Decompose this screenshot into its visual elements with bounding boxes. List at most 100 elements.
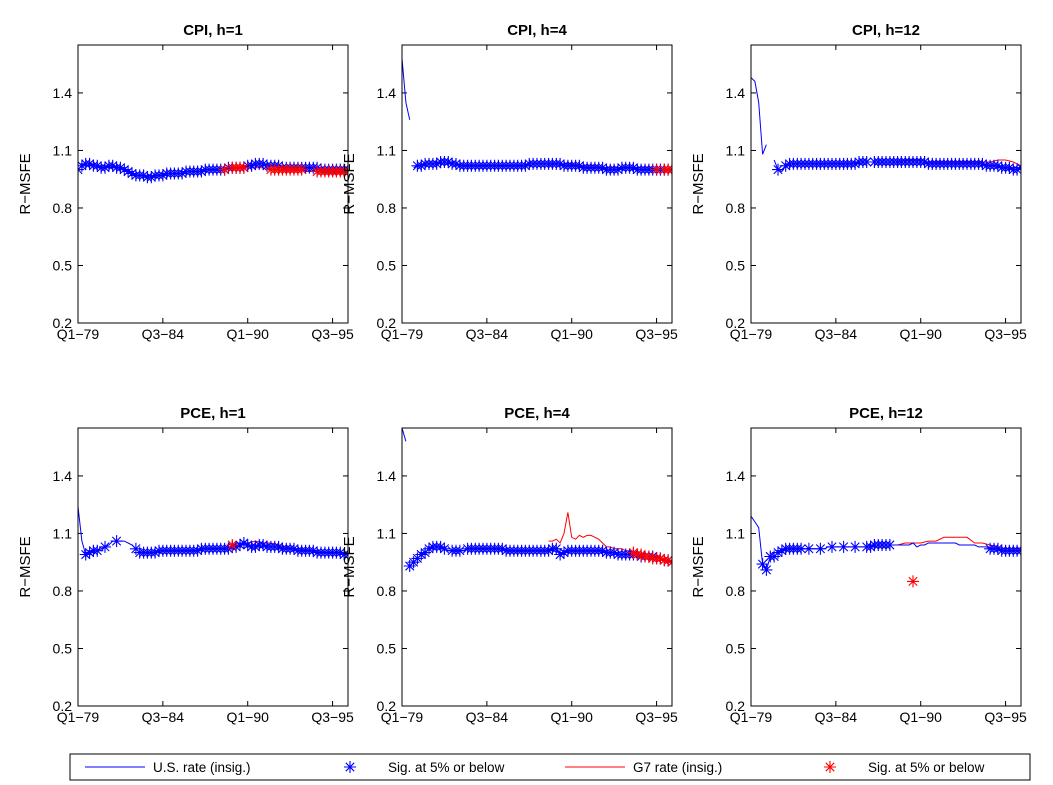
us-sig-marker xyxy=(554,157,567,170)
x-tick-label: Q3−95 xyxy=(635,709,678,725)
axes-frame xyxy=(401,427,673,707)
g7-sig-marker xyxy=(295,163,308,176)
us-sig-marker xyxy=(772,163,784,176)
y-tick-label: 1.1 xyxy=(726,142,746,158)
us-sig-marker xyxy=(775,544,788,557)
us-sig-marker xyxy=(918,156,931,168)
y-tick-label: 0.5 xyxy=(726,640,746,656)
g7-rate-line xyxy=(897,536,1021,550)
us-sig-marker xyxy=(79,548,92,561)
us-sig-marker xyxy=(860,156,873,168)
us-sig-marker xyxy=(496,542,509,555)
y-tick-label: 0.2 xyxy=(53,698,73,714)
y-tick-label: 0.8 xyxy=(53,583,73,599)
us-sig-marker xyxy=(550,542,563,555)
y-axis-label: R−MSFE xyxy=(341,536,358,597)
us-sig-marker xyxy=(434,540,447,553)
us-sig-marker xyxy=(334,546,347,559)
us-sig-marker xyxy=(241,539,254,551)
g7-sig-marker xyxy=(635,548,648,561)
us-sig-marker xyxy=(137,169,150,182)
y-axis-label: R−MSFE xyxy=(17,153,34,214)
panel-1: CPI, h=1 R−MSFE 0.2 0.5 0.8 1.1 1.4 Q1−79 Q3−84 Q… xyxy=(17,22,354,342)
x-tick-label: Q1−79 xyxy=(730,326,773,342)
us-sig-marker xyxy=(78,159,88,172)
us-sig-marker xyxy=(849,157,862,170)
g7-sig-marker xyxy=(226,539,239,551)
x-tick-label: Q1−90 xyxy=(226,709,269,725)
us-sig-marker xyxy=(149,546,162,559)
us-sig-marker xyxy=(453,544,466,557)
g7-sig-marker xyxy=(237,161,250,174)
plot-area xyxy=(751,77,1021,176)
axes-frame xyxy=(77,44,349,324)
us-sig-marker xyxy=(83,546,96,559)
us-sig-marker xyxy=(450,157,462,170)
us-sig-marker xyxy=(772,546,784,559)
y-axis-label: R−MSFE xyxy=(341,153,358,214)
y-tick-label: 1.1 xyxy=(377,525,397,541)
us-sig-marker xyxy=(558,546,570,559)
us-sig-marker xyxy=(234,539,246,551)
us-sig-marker xyxy=(176,167,189,180)
g7-sig-marker xyxy=(650,163,663,176)
panel-title: CPI, h=4 xyxy=(507,22,567,39)
x-tick-label: Q1−79 xyxy=(381,709,424,725)
us-sig-marker xyxy=(91,544,104,557)
x-tick-label: Q1−79 xyxy=(730,709,773,725)
y-tick-label: 0.5 xyxy=(377,257,397,273)
plot-area xyxy=(402,428,672,572)
g7-sig-marker xyxy=(662,554,672,567)
plot-area xyxy=(78,506,348,561)
y-tick-label: 1.1 xyxy=(53,142,73,158)
y-tick-label: 1.1 xyxy=(377,142,397,158)
x-tick-label: Q1−90 xyxy=(550,326,593,342)
axes-frame xyxy=(750,44,1022,324)
y-tick-label: 0.2 xyxy=(726,698,746,714)
us-sig-marker xyxy=(257,157,270,170)
us-sig-marker xyxy=(110,535,123,548)
x-tick-label: Q1−79 xyxy=(381,326,424,342)
y-tick-label: 0.2 xyxy=(377,315,397,331)
us-sig-marker xyxy=(795,542,808,555)
axes-frame xyxy=(77,427,349,707)
us-sig-marker xyxy=(145,171,158,184)
x-tick-label: Q3−84 xyxy=(142,326,185,342)
legend: U.S. rate (insig.) Sig. at 5% or below G7 … xyxy=(69,753,1031,781)
y-tick-label: 0.8 xyxy=(377,200,397,216)
panel-4: PCE, h=1 R−MSFE 0.2 0.5 0.8 1.1 1.4 Q1−79 Q3−84 Q… xyxy=(17,405,354,725)
x-tick-label: Q1−90 xyxy=(899,709,942,725)
panel-title: PCE, h=4 xyxy=(504,405,570,422)
x-tick-label: Q3−84 xyxy=(466,709,509,725)
panel-title: CPI, h=1 xyxy=(183,22,243,39)
us-sig-marker xyxy=(272,540,285,553)
x-tick-label: Q3−95 xyxy=(635,326,678,342)
us-sig-marker xyxy=(442,156,455,168)
us-sig-marker xyxy=(83,157,96,170)
x-tick-label: Q1−90 xyxy=(550,709,593,725)
us-sig-marker xyxy=(608,546,621,559)
plot-area xyxy=(78,157,348,184)
y-tick-label: 0.8 xyxy=(377,583,397,599)
axes-frame xyxy=(401,44,673,324)
panel-title: PCE, h=12 xyxy=(849,405,923,422)
us-sig-marker xyxy=(126,167,138,180)
us-sig-marker xyxy=(249,540,262,553)
us-sig-marker xyxy=(1011,163,1021,176)
y-tick-label: 0.5 xyxy=(53,640,73,656)
axes-frame xyxy=(750,427,1022,707)
y-axis-label: R−MSFE xyxy=(17,536,34,597)
us-sig-marker xyxy=(542,544,555,557)
panel-title: PCE, h=1 xyxy=(180,405,245,422)
x-tick-label: Q1−90 xyxy=(226,326,269,342)
us-sig-marker xyxy=(245,159,258,172)
plot-area xyxy=(751,515,1021,588)
y-tick-label: 1.4 xyxy=(377,468,397,484)
us-sig-marker xyxy=(288,542,300,555)
g7-sig-marker xyxy=(642,550,655,563)
us-sig-marker xyxy=(1003,161,1016,174)
x-tick-label: Q3−84 xyxy=(142,709,185,725)
y-tick-label: 1.1 xyxy=(53,525,73,541)
us-sig-marker xyxy=(554,548,567,561)
